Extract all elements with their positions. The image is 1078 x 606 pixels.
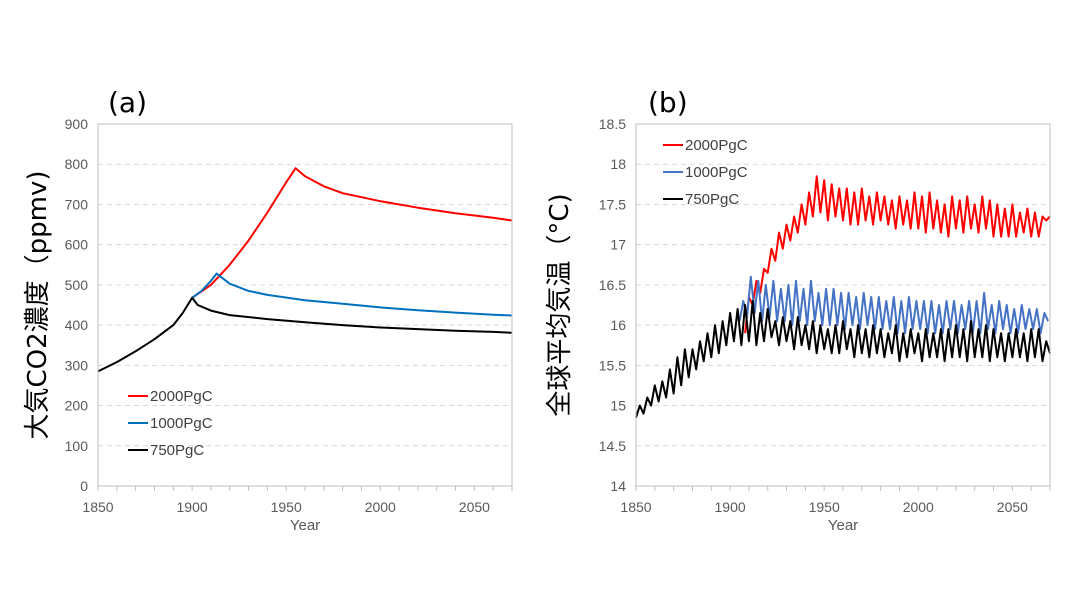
- a-x-tick-label: 1850: [82, 499, 113, 515]
- a-y-tick-label: 100: [65, 438, 89, 454]
- a-y-tick-label: 200: [65, 398, 89, 414]
- b-y-tick-label: 14.5: [599, 438, 626, 454]
- b-y-tick-label: 16.5: [599, 277, 626, 293]
- a-x-tick-label: 2000: [365, 499, 396, 515]
- a-x-tick-label: 1950: [271, 499, 302, 515]
- a-y-tick-label: 600: [65, 237, 89, 253]
- panel-a-y-axis-label: 大気CO2濃度（ppmv): [23, 170, 53, 439]
- a-x-tick-label: 2050: [459, 499, 490, 515]
- b-x-tick-label: 1900: [715, 499, 746, 515]
- b-y-tick-label: 15: [610, 398, 626, 414]
- b-series-line-1000pgc: [738, 275, 1050, 335]
- panel-b-chart: (b) 14 14.5 15 15.5 16 16.5 17 17.5 18 18.5 1850 19…: [545, 86, 1051, 534]
- b-y-tick-label: 17: [610, 237, 626, 253]
- a-legend-entry: 2000PgC: [150, 388, 213, 405]
- a-legend-entry: 1000PgC: [150, 415, 213, 432]
- a-series-line-750pgc: [97, 296, 513, 373]
- b-y-tick-label: 15.5: [599, 357, 626, 373]
- panel-b-label: (b): [648, 86, 688, 119]
- b-y-tick-label: 17.5: [599, 196, 626, 212]
- b-x-tick-label: 1850: [620, 499, 651, 515]
- panel-b-y-axis-label: 全球平均気温（°C): [545, 193, 575, 416]
- panel-a-label: (a): [108, 86, 147, 119]
- panel-a-chart: (a) 0 100 200 300 400 500 600 700 800 900 1850 1900…: [23, 86, 513, 534]
- a-series-line-1000pgc: [191, 272, 513, 317]
- b-legend-entry: 1000PgC: [685, 164, 748, 181]
- a-series-line-2000pgc: [191, 167, 513, 299]
- b-legend-entry: 2000PgC: [685, 137, 748, 154]
- a-x-tick-label: 1900: [177, 499, 208, 515]
- a-y-tick-label: 0: [80, 478, 88, 494]
- b-x-tick-label: 2050: [997, 499, 1028, 515]
- a-y-tick-label: 400: [65, 317, 89, 333]
- panel-b-x-axis-label: Year: [828, 517, 858, 534]
- a-y-tick-label: 900: [65, 116, 89, 132]
- b-x-tick-label: 2000: [903, 499, 934, 515]
- b-x-tick-label: 1950: [809, 499, 840, 515]
- panel-b-legend: 2000PgC 1000PgC 750PgC: [663, 137, 748, 208]
- a-y-tick-label: 300: [65, 357, 89, 373]
- b-y-tick-label: 16: [610, 317, 626, 333]
- panel-a-legend: 2000PgC 1000PgC 750PgC: [128, 388, 213, 459]
- b-y-tick-label: 18: [610, 156, 626, 172]
- a-y-tick-label: 500: [65, 277, 89, 293]
- a-y-tick-label: 800: [65, 156, 89, 172]
- a-legend-entry: 750PgC: [150, 442, 204, 459]
- b-y-tick-label: 18.5: [599, 116, 626, 132]
- b-legend-entry: 750PgC: [685, 191, 739, 208]
- b-series-line-2000pgc: [744, 175, 1051, 334]
- panel-a-x-axis-label: Year: [290, 517, 320, 534]
- a-y-tick-label: 700: [65, 196, 89, 212]
- b-y-tick-label: 14: [610, 478, 626, 494]
- b-series-line-750pgc: [635, 300, 1051, 418]
